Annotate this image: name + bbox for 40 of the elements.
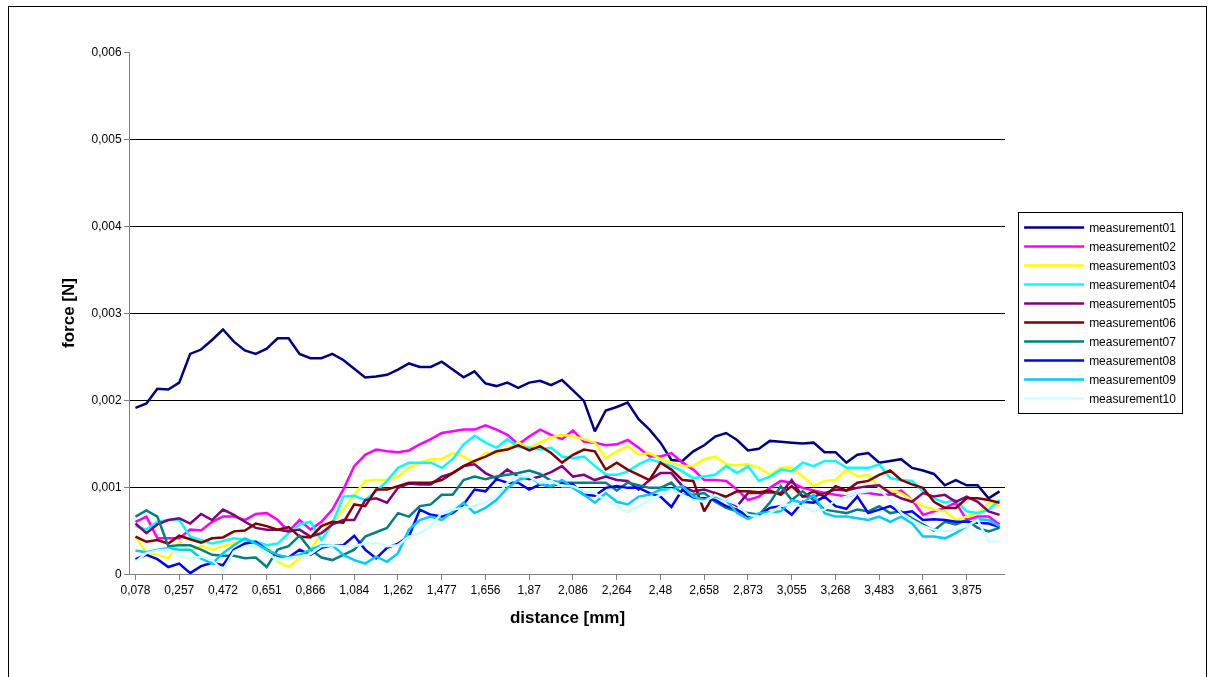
y-tick-label: 0,001 [91, 480, 122, 495]
x-tick-label: 2,086 [557, 583, 589, 598]
x-tick-label: 1,656 [470, 583, 501, 598]
x-tick-label: 2,264 [601, 583, 633, 598]
x-tick-label: 1,084 [339, 583, 370, 598]
x-tick-label: 1,262 [382, 583, 414, 598]
x-tick-label: 2,873 [732, 583, 764, 598]
x-tick-label: 2,658 [689, 583, 720, 598]
x-tick-label: 0,257 [164, 583, 195, 598]
x-tick-label: 3,661 [907, 583, 939, 598]
y-tick-label: 0,005 [91, 132, 122, 147]
legend-label: measurement08 [1089, 354, 1177, 369]
legend-label: measurement02 [1089, 240, 1177, 255]
x-tick-label: 1,87 [517, 583, 542, 598]
y-tick-label: 0 [114, 567, 122, 582]
x-tick-label: 3,875 [951, 583, 983, 598]
y-axis-title: force [N] [59, 278, 79, 348]
line-series [134, 328, 1001, 500]
x-tick-label: 0,651 [251, 583, 283, 598]
x-tick-label: 3,268 [820, 583, 851, 598]
x-tick-label: 3,483 [864, 583, 895, 598]
legend-label: measurement06 [1089, 316, 1177, 331]
legend-label: measurement07 [1089, 335, 1177, 350]
y-tick-label: 0,006 [91, 45, 122, 60]
legend-label: measurement10 [1089, 392, 1177, 407]
x-tick-label: 0,078 [120, 583, 151, 598]
x-tick-label: 1,477 [426, 583, 458, 598]
legend-label: measurement05 [1089, 297, 1177, 312]
legend-label: measurement09 [1089, 373, 1177, 388]
x-tick-label: 0,866 [295, 583, 326, 598]
legend-label: measurement01 [1089, 221, 1177, 236]
x-tick-label: 2,48 [648, 583, 673, 598]
legend-label: measurement03 [1089, 259, 1177, 274]
y-tick-label: 0,004 [91, 219, 122, 234]
y-tick-label: 0,002 [91, 393, 122, 408]
x-tick-label: 3,055 [776, 583, 808, 598]
legend-label: measurement04 [1089, 278, 1177, 293]
y-tick-label: 0,003 [91, 306, 122, 321]
x-tick-label: 0,472 [207, 583, 239, 598]
x-axis-title: distance [mm] [509, 607, 626, 627]
